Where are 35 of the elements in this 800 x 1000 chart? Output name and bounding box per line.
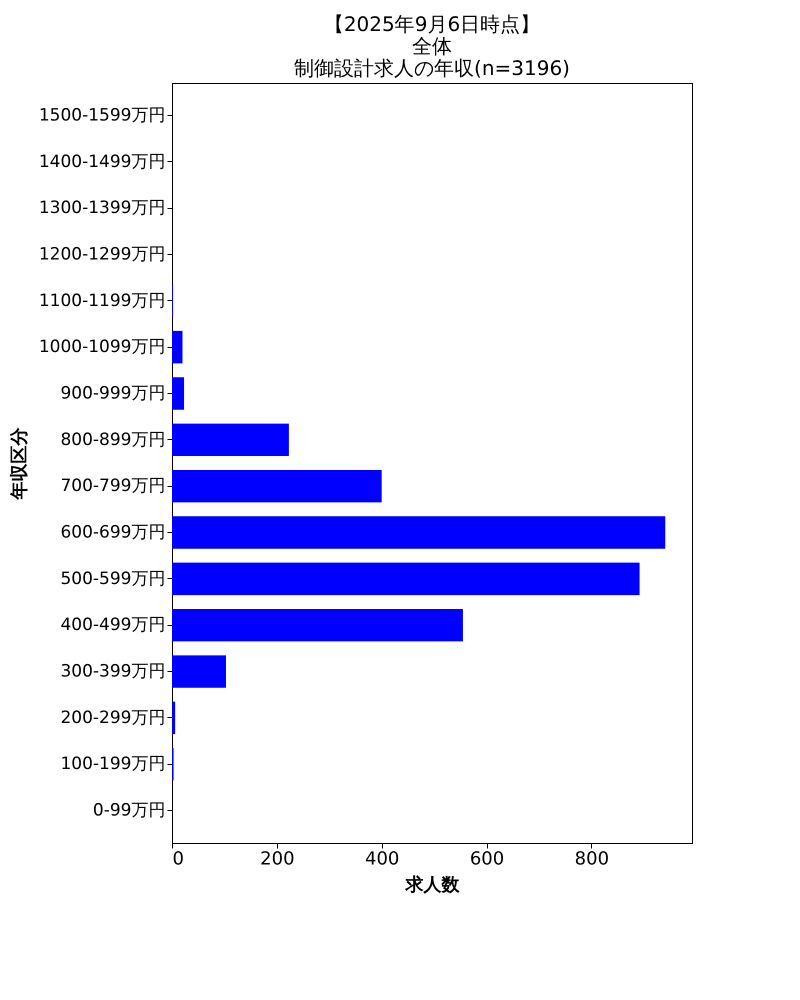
text: 【2025年9月6日時点】 [324, 12, 540, 36]
bar [172, 377, 184, 410]
text: 全体 [412, 34, 452, 58]
x-tick-label: 200 [260, 848, 295, 870]
y-tick-label: 600-699万円 [60, 522, 166, 543]
bar [172, 608, 463, 642]
y-tick-label: 1500-1599万円 [38, 105, 166, 126]
bar [172, 330, 182, 364]
x-tick-label: 800 [574, 848, 610, 870]
y-tick-label: 0-99万円 [92, 800, 166, 821]
bar [172, 470, 382, 502]
y-tick-label: 1000-1099万円 [38, 337, 166, 358]
y-tick-label: 1400-1499万円 [38, 152, 166, 172]
x-tick-label: 0 [172, 848, 184, 870]
bar [172, 516, 666, 549]
y-tick-label: 1100-1199万円 [38, 290, 166, 311]
x-axis-title: 求人数 [404, 874, 460, 896]
y-tick-label: 400-499万円 [60, 615, 166, 636]
bar [172, 562, 640, 596]
text: 制御設計求人の年収(n=3196) [294, 56, 570, 80]
y-tick-label: 500-599万円 [60, 568, 166, 589]
y-axis-title: 年収区分 [8, 426, 30, 500]
bar [172, 424, 289, 456]
x-tick-label: 600 [470, 848, 504, 870]
y-tick-label: 1200-1299万円 [38, 244, 166, 264]
bar [172, 655, 226, 688]
bar [172, 702, 176, 734]
y-tick-label: 700-799万円 [60, 476, 166, 496]
y-tick-label: 1300-1399万円 [38, 198, 166, 218]
y-tick-label: 300-399万円 [60, 662, 166, 682]
y-tick-label: 200-299万円 [60, 708, 166, 728]
y-tick-label: 100-199万円 [60, 754, 166, 774]
x-tick-label: 400 [365, 848, 400, 870]
y-tick-label: 900-999万円 [60, 383, 166, 404]
y-tick-label: 800-899万円 [60, 430, 166, 450]
